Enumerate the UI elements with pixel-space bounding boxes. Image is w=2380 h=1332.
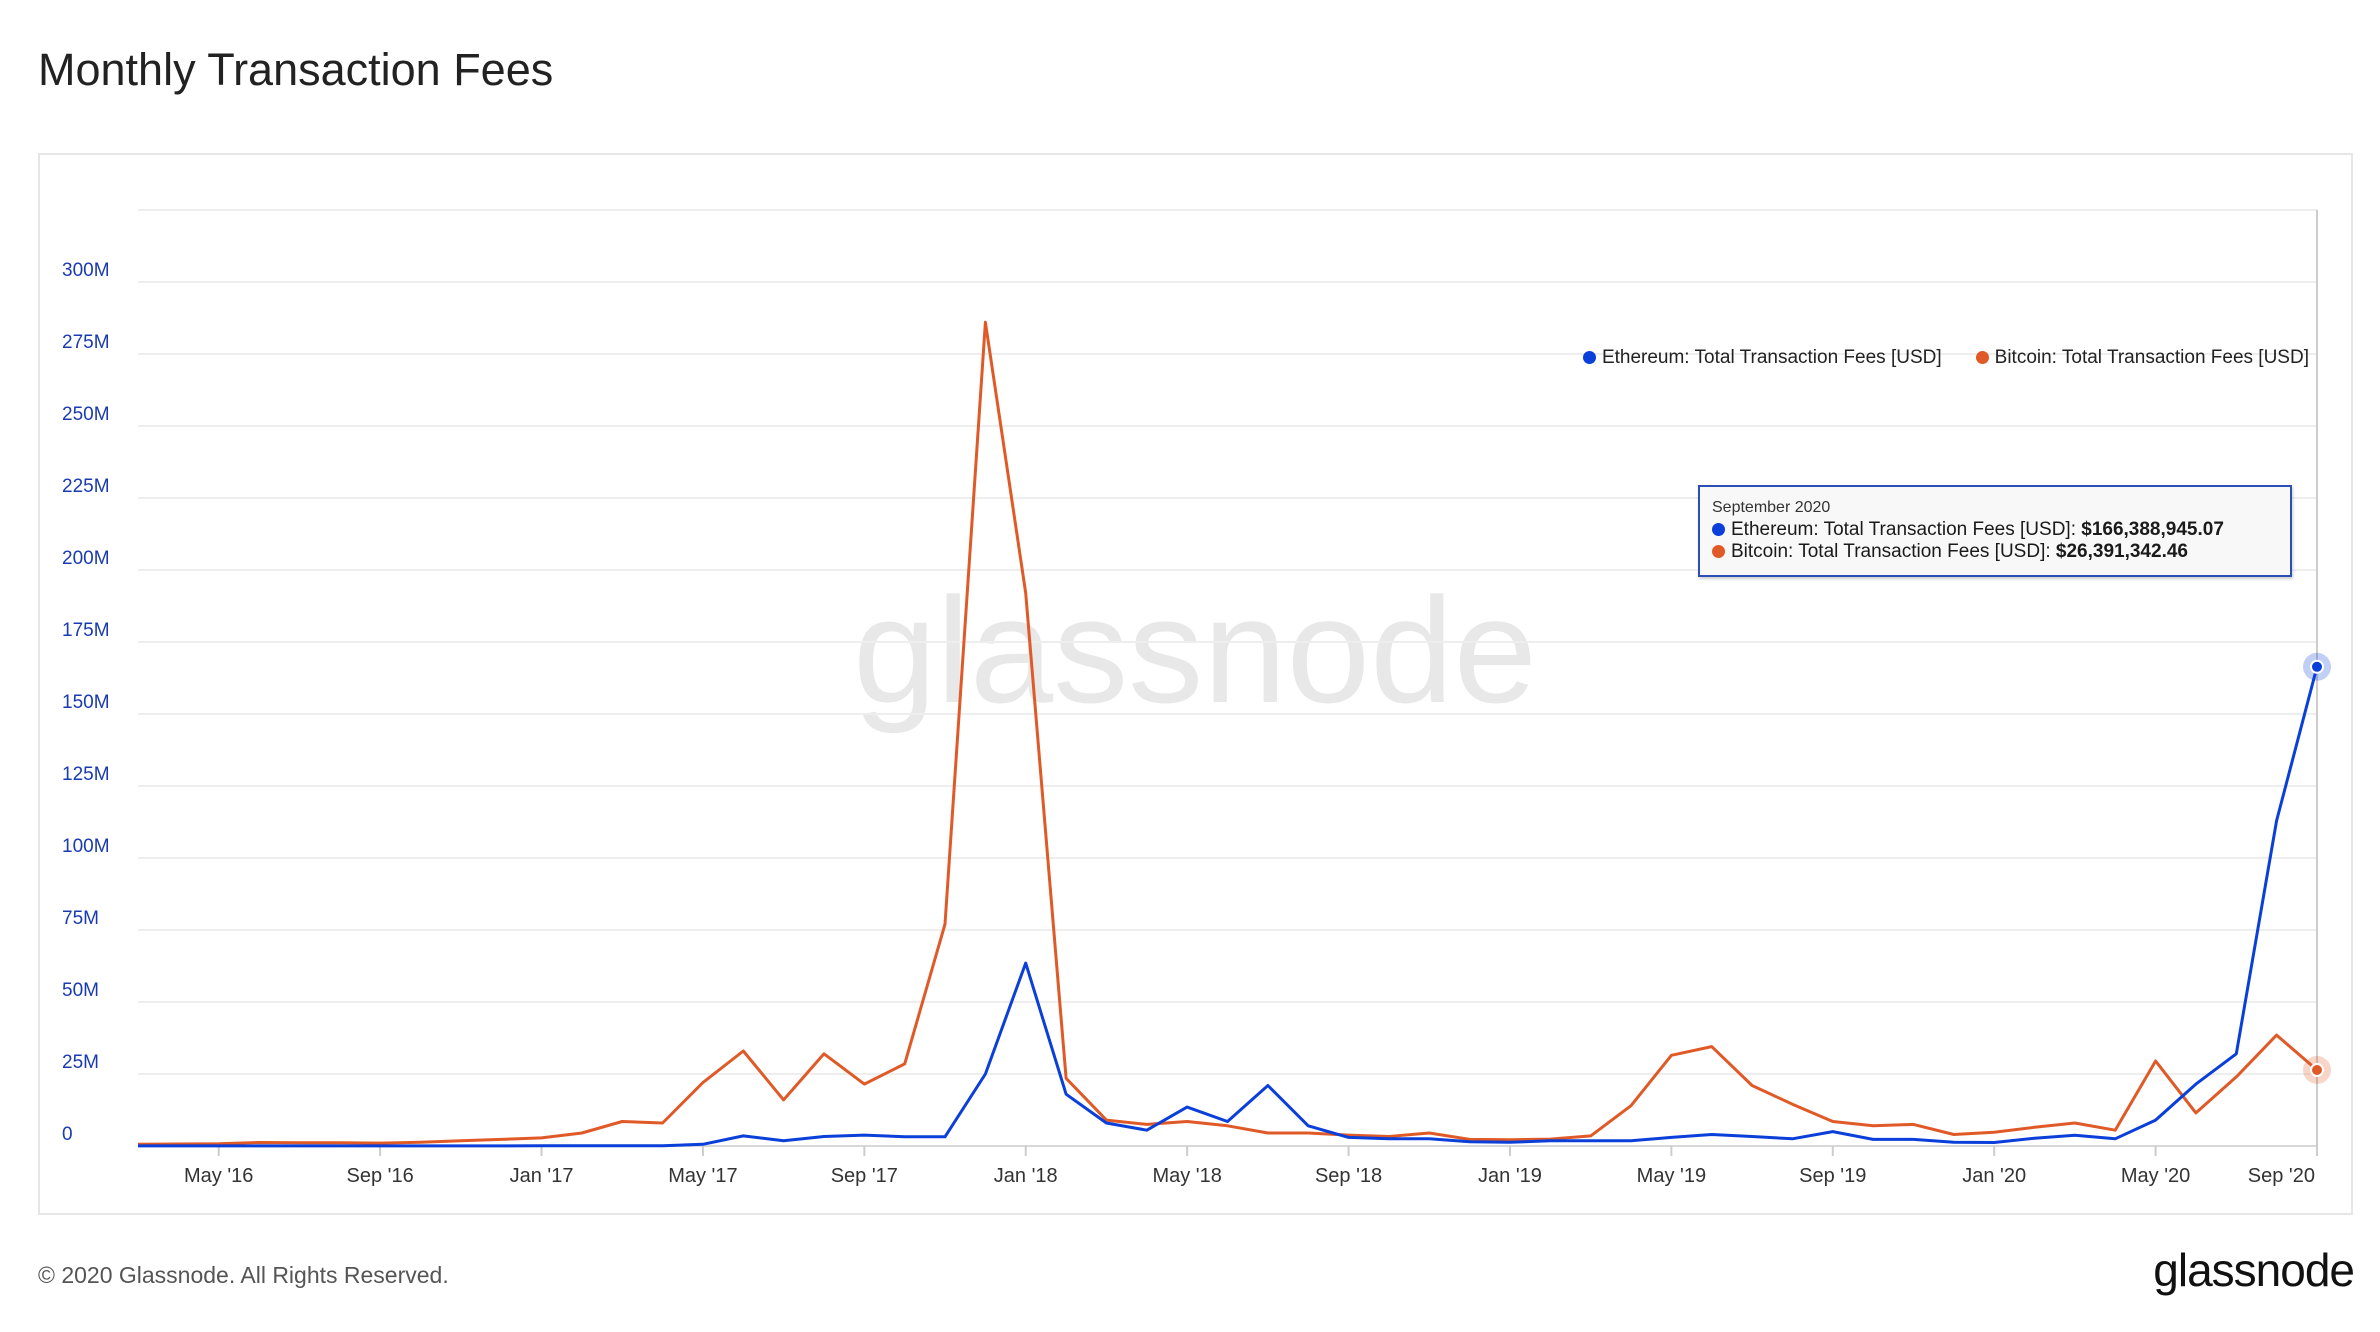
- ethereum-fees-line: [138, 666, 2319, 1148]
- y-tick-label: 225M: [62, 476, 110, 497]
- x-tick-label: May '20: [2121, 1165, 2190, 1187]
- y-tick-label: 125M: [62, 764, 110, 785]
- x-tick-label: Sep '16: [347, 1165, 414, 1187]
- y-tick-label: 200M: [62, 548, 110, 569]
- tooltip-row-bitcoin: Bitcoin: Total Transaction Fees [USD]: $…: [1712, 541, 2278, 563]
- y-tick-label: 0: [62, 1124, 73, 1145]
- y-tick-label: 150M: [62, 692, 110, 713]
- tooltip-date: September 2020: [1712, 499, 1831, 516]
- x-tick-label: May '19: [1637, 1165, 1706, 1187]
- legend-item-bitcoin[interactable]: Bitcoin: Total Transaction Fees [USD]: [1975, 347, 2309, 369]
- x-tick-label: Sep '19: [1799, 1165, 1866, 1187]
- legend: Ethereum: Total Transaction Fees [USD] B…: [1582, 347, 2309, 369]
- legend-item-ethereum[interactable]: Ethereum: Total Transaction Fees [USD]: [1582, 347, 1942, 369]
- x-tick-label: Sep '18: [1315, 1165, 1382, 1187]
- y-tick-label: 75M: [62, 908, 99, 929]
- y-tick-label: 175M: [62, 620, 110, 641]
- x-tick-label: Sep '20: [2248, 1165, 2315, 1187]
- x-tick-label: May '16: [184, 1165, 253, 1187]
- y-tick-label: 25M: [62, 1052, 99, 1073]
- ethereum-hover-point: [2310, 659, 2324, 674]
- x-tick-label: Jan '18: [994, 1165, 1058, 1187]
- x-tick-label: May '18: [1152, 1165, 1221, 1187]
- ethereum-dot-icon: [1712, 523, 1725, 536]
- bitcoin-fees-line: [137, 320, 2318, 1146]
- tooltip: September 2020 Ethereum: Total Transacti…: [1698, 485, 2292, 577]
- bitcoin-dot-icon: [1975, 351, 1989, 364]
- x-tick-label: May '17: [668, 1165, 737, 1187]
- y-tick-label: 50M: [62, 980, 99, 1001]
- tooltip-row-ethereum: Ethereum: Total Transaction Fees [USD]: …: [1712, 519, 2278, 541]
- glassnode-logo[interactable]: glassnode: [2153, 1244, 2355, 1296]
- ethereum-dot-icon: [1582, 351, 1596, 364]
- x-tick-label: Jan '17: [510, 1165, 574, 1187]
- x-tick-label: Jan '19: [1478, 1165, 1542, 1187]
- bitcoin-hover-point: [2310, 1062, 2324, 1077]
- line-chart: glassnode 0 25M 50M 75M 100M 125M 150M 175M 200M…: [62, 209, 2331, 1187]
- copyright: © 2020 Glassnode. All Rights Reserved.: [38, 1262, 449, 1288]
- x-tick-label: Jan '20: [1962, 1165, 2026, 1187]
- y-tick-label: 275M: [62, 332, 110, 353]
- x-tick-label: Sep '17: [831, 1165, 898, 1187]
- chart-container: glassnode 0 25M 50M 75M 100M 125M 150M 175M 200M…: [38, 153, 2353, 1215]
- bitcoin-dot-icon: [1712, 545, 1725, 558]
- watermark: glassnode: [853, 566, 1537, 734]
- page-title: Monthly Transaction Fees: [38, 44, 554, 95]
- y-tick-label: 250M: [62, 404, 110, 425]
- y-tick-label: 100M: [62, 836, 110, 857]
- y-tick-label: 300M: [62, 260, 110, 281]
